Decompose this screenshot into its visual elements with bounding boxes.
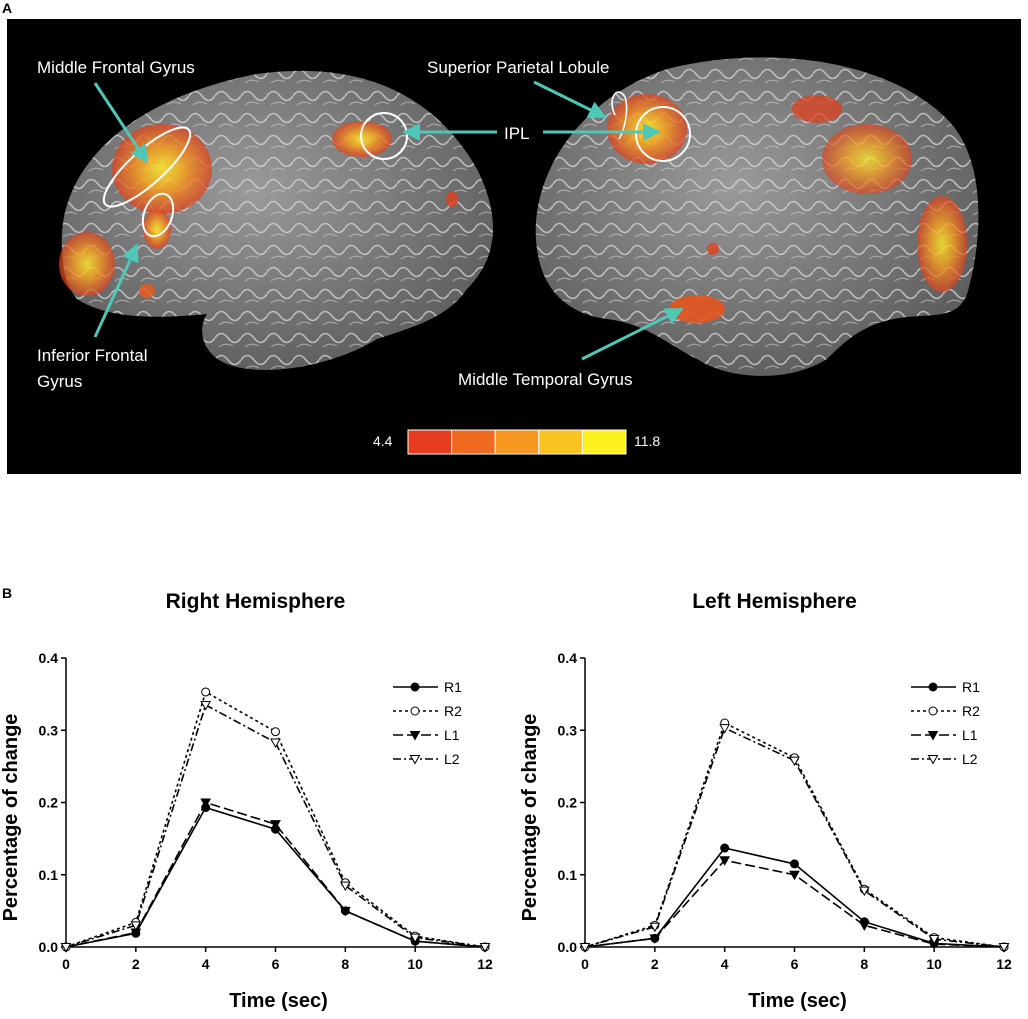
data-point-l2 [130, 921, 142, 931]
y-axis-label: Percentage of change [0, 714, 22, 922]
data-point-l2 [789, 756, 800, 767]
data-point-l2 [200, 700, 212, 711]
right-hemisphere-brain [59, 70, 494, 370]
data-point-r2 [271, 727, 280, 737]
chart-title: Left Hemisphere [692, 590, 857, 613]
legend-label-l2: L2 [962, 751, 978, 767]
data-point-l2 [858, 886, 870, 897]
ipl-circle-left [635, 106, 691, 162]
y-tick-label: 0.4 [39, 650, 59, 666]
x-tick-label: 6 [272, 956, 280, 972]
data-point-l1 [789, 870, 800, 881]
y-axis-label: Percentage of change [519, 714, 541, 922]
x-tick-label: 0 [62, 956, 70, 972]
legend-marker-l1 [409, 731, 421, 741]
legend-marker-l2 [927, 755, 939, 765]
colorbar-cell [581, 429, 627, 455]
data-point-l2 [719, 724, 731, 734]
x-tick-label: 4 [202, 956, 210, 972]
left-hemisphere-chart: Left Hemisphere 0.0 0.1 0.2 0.3 0.4 0 2 4 6 8 10 12 T… [519, 590, 1012, 1012]
data-point-l2 [270, 738, 281, 749]
data-point-l1 [339, 906, 351, 917]
colorbar-cell [407, 429, 453, 455]
legend-label-r2: R2 [444, 703, 462, 719]
data-point-l2 [928, 935, 940, 945]
x-tick-label: 10 [407, 956, 423, 972]
label-inferior-frontal-gyrus-2: Gyrus [37, 372, 82, 391]
legend-marker-l1 [927, 731, 939, 741]
data-point-l2 [339, 881, 351, 892]
x-tick-label: 10 [926, 956, 942, 972]
x-tick-label: 8 [341, 956, 349, 972]
colorbar-cell [494, 429, 540, 455]
x-tick-label: 8 [860, 956, 868, 972]
y-tick-label: 0.0 [558, 939, 578, 955]
legend-label-l2: L2 [444, 751, 460, 767]
data-point-l2 [409, 933, 421, 944]
colorbar-cell [538, 429, 583, 455]
label-ipl: IPL [504, 124, 530, 143]
data-point-r1 [790, 859, 799, 869]
data-point-l2 [479, 943, 491, 953]
data-point-l2 [649, 922, 661, 933]
x-tick-label: 0 [581, 956, 589, 972]
data-point-l2 [60, 943, 72, 953]
chart-title: Right Hemisphere [166, 590, 346, 613]
label-middle-frontal-gyrus: Middle Frontal Gyrus [37, 58, 195, 77]
label-inferior-frontal-gyrus-1: Inferior Frontal [37, 346, 148, 365]
brain-activation-panel: Middle Frontal Gyrus Inferior Frontal Gy… [7, 19, 1021, 474]
y-tick-label: 0.1 [558, 867, 578, 883]
y-tick-label: 0.4 [558, 650, 578, 666]
panel-a-label: A [2, 0, 13, 16]
data-point-r1 [720, 843, 730, 853]
legend-label-r1: R1 [962, 679, 980, 695]
legend-marker-r2 [410, 706, 420, 716]
x-axis-label: Time (sec) [229, 990, 328, 1012]
x-tick-label: 2 [132, 956, 140, 972]
data-point-l2 [579, 943, 591, 953]
legend-label-r1: R1 [444, 679, 462, 695]
y-tick-label: 0.2 [39, 795, 59, 811]
x-tick-label: 12 [477, 956, 493, 972]
colorbar-cell [451, 429, 496, 455]
ifg-circle [141, 192, 175, 238]
left-hemisphere-brain [535, 57, 979, 376]
legend-marker-l2 [409, 755, 421, 765]
annotation-arrows [93, 80, 684, 361]
panel-b-label: B [2, 585, 13, 601]
data-point-l1 [858, 921, 870, 931]
legend-marker-r1 [928, 682, 938, 692]
legend-label-l1: L1 [962, 727, 978, 743]
y-tick-label: 0.2 [558, 795, 578, 811]
label-middle-temporal-gyrus: Middle Temporal Gyrus [458, 370, 632, 389]
legend-marker-r2 [928, 706, 938, 716]
legend-label-l1: L1 [444, 727, 460, 743]
y-tick-label: 0.3 [558, 722, 578, 738]
data-point-l1 [270, 820, 281, 830]
data-point-l1 [719, 856, 731, 866]
data-point-l1 [649, 934, 661, 944]
y-tick-label: 0.3 [39, 722, 59, 738]
spl-outline [611, 91, 628, 140]
x-tick-label: 6 [791, 956, 799, 972]
data-point-l1 [200, 798, 212, 809]
brain-surface-figure: Middle Frontal Gyrus Inferior Frontal Gy… [37, 57, 979, 455]
y-tick-label: 0.1 [39, 867, 59, 883]
x-axis-label: Time (sec) [748, 990, 847, 1012]
x-tick-label: 12 [996, 956, 1012, 972]
x-tick-label: 4 [721, 956, 729, 972]
colorbar: 4.4 11.8 [373, 429, 660, 455]
colorbar-max-label: 11.8 [634, 433, 660, 449]
data-point-r2 [201, 687, 211, 697]
right-hemisphere-chart: Right Hemisphere 0.0 0.1 0.2 0.3 0.4 0 2 4 6 8 10 12… [0, 590, 493, 1012]
y-tick-label: 0.0 [39, 939, 59, 955]
colorbar-min-label: 4.4 [373, 433, 393, 449]
legend-marker-r1 [410, 682, 420, 692]
label-superior-parietal-lobule: Superior Parietal Lobule [427, 58, 609, 77]
data-point-l2 [998, 943, 1010, 953]
x-tick-label: 2 [651, 956, 659, 972]
legend-label-r2: R2 [962, 703, 980, 719]
